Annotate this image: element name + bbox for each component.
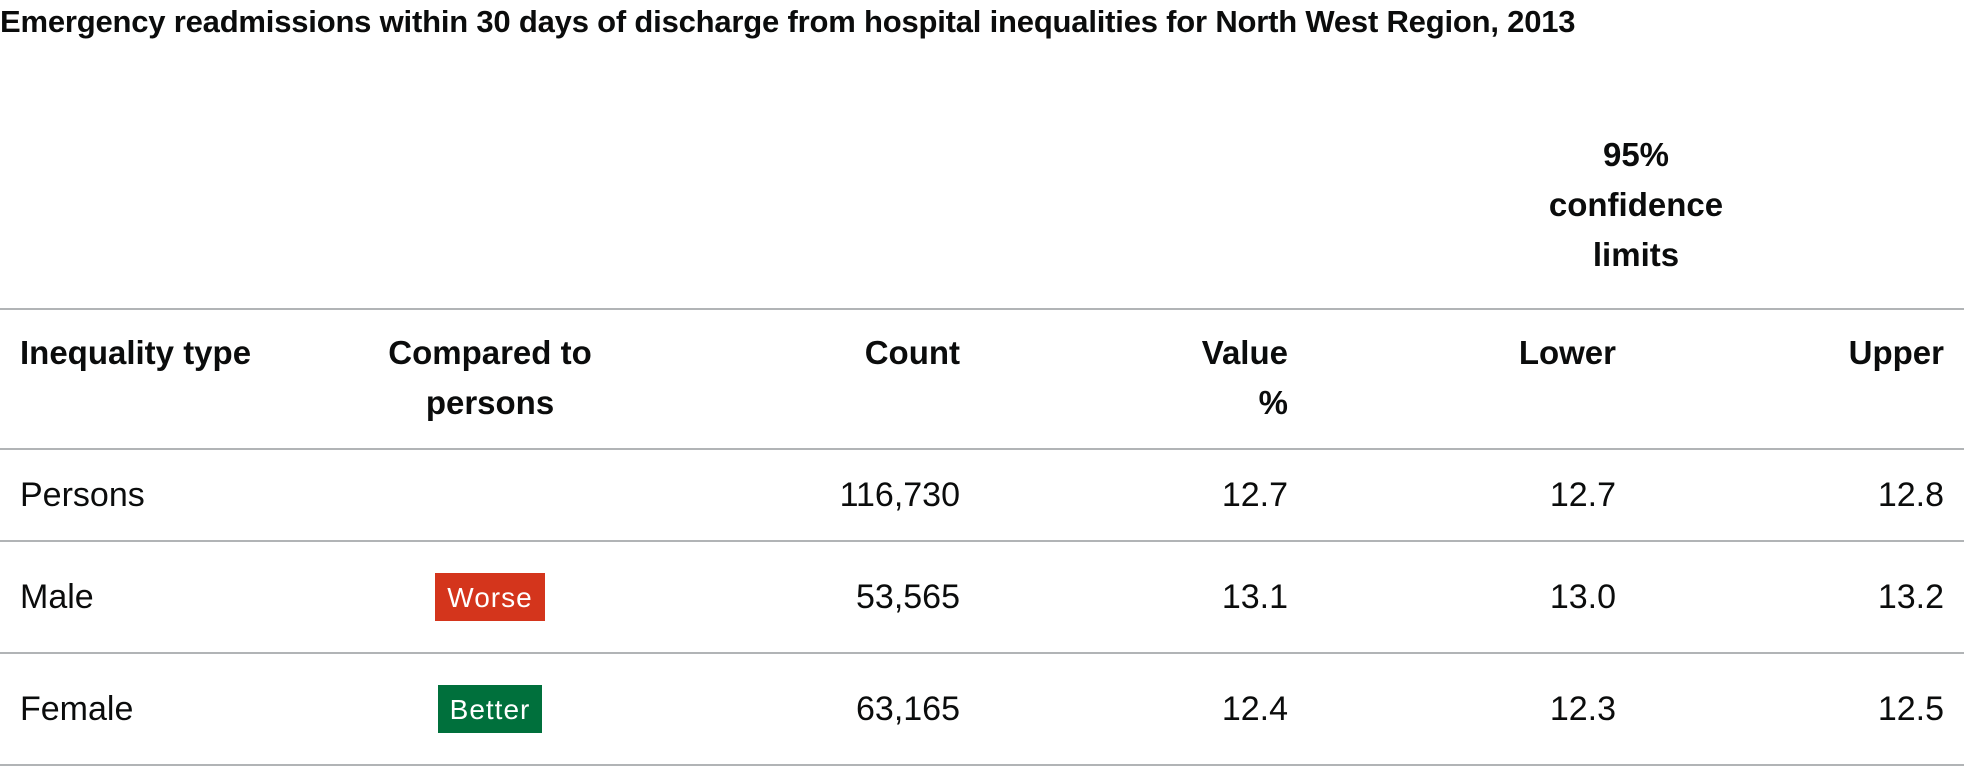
column-header-inequality-type: Inequality type	[0, 308, 320, 450]
upper-cell: 12.8	[1636, 449, 1964, 542]
lower-cell: 13.0	[1308, 541, 1636, 654]
group-header-row: 95% confidence limits	[0, 120, 1964, 309]
inequality-type-cell: Male	[0, 541, 320, 654]
worse-badge: Worse	[435, 573, 545, 621]
upper-cell: 12.5	[1636, 653, 1964, 766]
column-header-compared: Compared to persons	[388, 334, 592, 421]
column-header-count: Count	[660, 308, 980, 450]
column-header-value: Value %	[1201, 334, 1288, 421]
column-header-lower: Lower	[1308, 308, 1636, 450]
count-cell: 53,565	[660, 541, 980, 654]
inequality-type-cell: Female	[0, 653, 320, 766]
compared-cell	[320, 449, 660, 542]
column-header-upper: Upper	[1636, 308, 1964, 450]
lower-cell: 12.3	[1308, 653, 1636, 766]
inequalities-table: 95% confidence limits Inequality type Co…	[0, 120, 1964, 766]
column-header-row: Inequality type Compared to persons Coun…	[0, 308, 1964, 450]
confidence-limits-group-header: 95% confidence limits	[1548, 136, 1724, 273]
upper-cell: 13.2	[1636, 541, 1964, 654]
value-cell: 12.4	[980, 653, 1308, 766]
lower-cell: 12.7	[1308, 449, 1636, 542]
inequality-type-cell: Persons	[0, 449, 320, 542]
table-row: Persons 116,730 12.7 12.7 12.8	[0, 449, 1964, 542]
value-cell: 12.7	[980, 449, 1308, 542]
compared-cell: Worse	[320, 541, 660, 654]
value-cell: 13.1	[980, 541, 1308, 654]
page-title: Emergency readmissions within 30 days of…	[0, 4, 1576, 39]
table-row: Male Worse 53,565 13.1 13.0 13.2	[0, 541, 1964, 654]
table-row: Female Better 63,165 12.4 12.3 12.5	[0, 653, 1964, 766]
count-cell: 116,730	[660, 449, 980, 542]
compared-cell: Better	[320, 653, 660, 766]
better-badge: Better	[437, 685, 543, 733]
count-cell: 63,165	[660, 653, 980, 766]
